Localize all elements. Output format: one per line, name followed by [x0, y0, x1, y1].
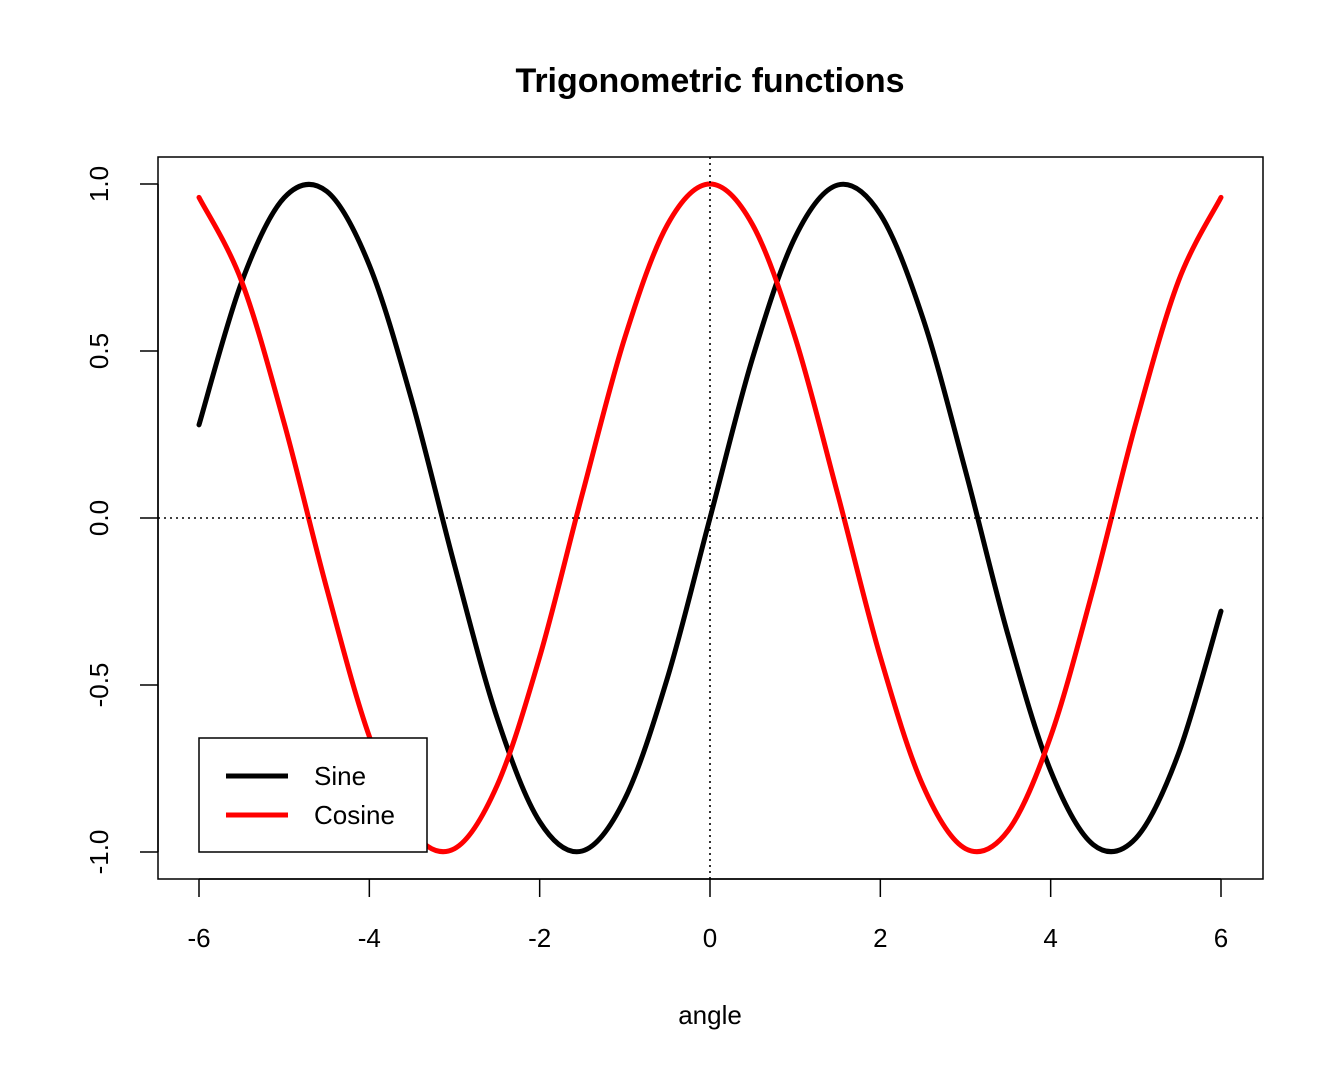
- chart-title: Trigonometric functions: [515, 62, 904, 100]
- y-tick-label: -1.0: [84, 830, 114, 875]
- legend-box: [198, 737, 428, 853]
- reference-lines: [158, 157, 1263, 879]
- x-tick-label: 2: [873, 923, 887, 953]
- x-tick-label: -4: [358, 923, 381, 953]
- x-tick-label: -6: [187, 923, 210, 953]
- legend: Sine Cosine: [198, 737, 428, 853]
- y-axis: -1.0 -0.5 0.0 0.5 1.0: [84, 166, 159, 875]
- x-tick-label: -2: [528, 923, 551, 953]
- x-tick-label: 0: [703, 923, 717, 953]
- x-axis: -6 -4 -2 0 2 4 6: [187, 878, 1228, 953]
- legend-label-cosine: Cosine: [314, 800, 395, 830]
- y-tick-label: 1.0: [84, 166, 114, 202]
- y-tick-label: 0.0: [84, 500, 114, 536]
- y-tick-label: 0.5: [84, 333, 114, 369]
- legend-label-sine: Sine: [314, 761, 366, 791]
- y-tick-label: -0.5: [84, 663, 114, 708]
- x-tick-label: 4: [1043, 923, 1057, 953]
- x-tick-label: 6: [1214, 923, 1228, 953]
- x-axis-label: angle: [678, 1000, 742, 1030]
- series-line-cosine: [196, 181, 1224, 855]
